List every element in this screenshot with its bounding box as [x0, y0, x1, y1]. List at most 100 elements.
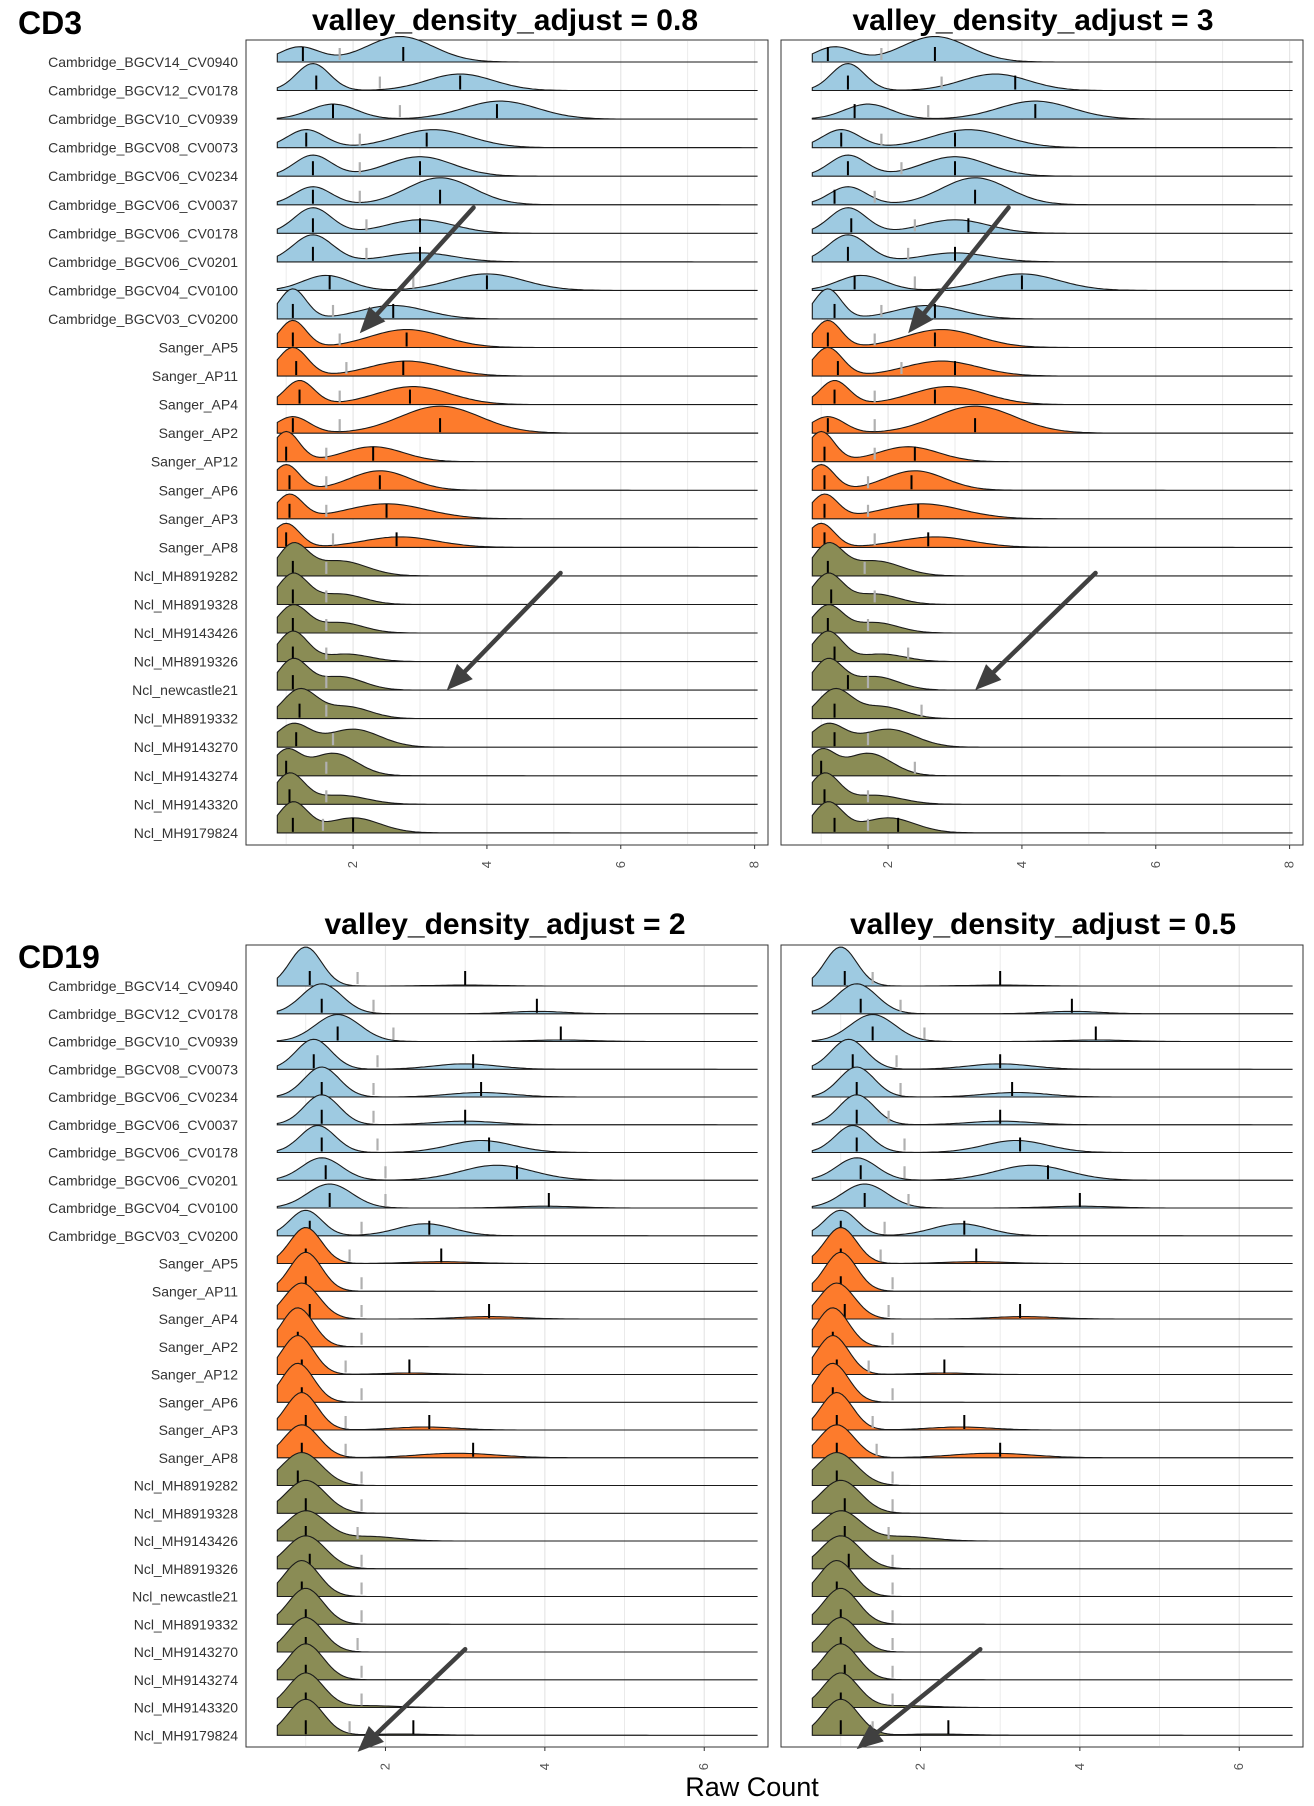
row-label: Sanger_AP5	[159, 1256, 239, 1272]
density-curve	[811, 35, 1293, 63]
ridges	[276, 35, 759, 834]
ridge-row	[811, 464, 1293, 491]
row-label: Cambridge_BGCV06_CV0234	[48, 168, 238, 184]
ridge-row	[811, 722, 1293, 748]
annotation-arrow	[908, 205, 1011, 334]
row-label: Sanger_AP2	[159, 425, 239, 441]
density-curve	[276, 1451, 758, 1487]
row-label: Cambridge_BGCV06_CV0201	[48, 254, 238, 270]
arrow-shaft	[922, 205, 1011, 316]
ridge-row	[276, 1038, 758, 1070]
ridge-row	[276, 207, 758, 234]
arrow-head	[908, 306, 933, 334]
row-label: Sanger_AP3	[159, 511, 239, 527]
ridge-row	[276, 1391, 758, 1431]
row-label: Ncl_MH9143426	[134, 1533, 238, 1549]
ridge-row	[276, 1227, 758, 1265]
figure-label-cd3: CD3	[18, 5, 82, 41]
density-curve	[811, 464, 1293, 491]
ridge-row	[811, 604, 1293, 634]
density-curve	[276, 1125, 758, 1154]
ridge-row	[276, 379, 758, 406]
annotation-arrow	[446, 570, 563, 691]
density-curve	[811, 1424, 1294, 1459]
density-curve	[276, 1424, 759, 1459]
ridge-row	[276, 35, 758, 63]
row-label: Sanger_AP12	[151, 454, 238, 470]
ridge-row	[811, 1535, 1293, 1570]
ridge-row	[811, 687, 1293, 720]
ridge-row	[811, 1334, 1293, 1376]
ridge-row	[276, 63, 758, 92]
density-curve	[276, 430, 758, 463]
density-curve	[811, 430, 1293, 463]
density-curve	[276, 1535, 758, 1570]
arrow-shaft	[874, 1646, 983, 1736]
density-curve	[811, 1698, 1293, 1736]
ridge-row	[811, 405, 1294, 434]
density-curve	[276, 464, 758, 491]
row-label: Ncl_newcastle21	[132, 682, 238, 698]
ridge-row	[811, 1282, 1293, 1320]
density-curve	[811, 1038, 1293, 1070]
density-curve	[811, 1672, 1293, 1709]
row-label: Cambridge_BGCV06_CV0178	[48, 1145, 238, 1161]
row-label: Ncl_MH8919328	[134, 596, 238, 612]
ridge-row	[811, 1013, 1293, 1043]
row-label: Cambridge_BGCV06_CV0037	[48, 1117, 238, 1133]
density-curve	[811, 493, 1293, 520]
ridge-row	[276, 493, 758, 520]
density-curve	[811, 1451, 1293, 1487]
density-curve	[811, 1094, 1293, 1126]
ridge-row	[811, 207, 1293, 234]
density-curve	[276, 1587, 758, 1625]
row-label: Cambridge_BGCV10_CV0939	[48, 1034, 238, 1050]
ridge-row	[811, 319, 1293, 349]
density-curve	[276, 1094, 758, 1126]
x-tick-label: 6	[696, 1763, 711, 1770]
ridge-row	[811, 273, 1293, 291]
density-curve	[276, 129, 758, 149]
density-curve	[811, 604, 1293, 634]
ridge-row	[811, 288, 1293, 320]
ridge-row	[811, 801, 1293, 834]
density-curve	[811, 1251, 1293, 1292]
density-curve	[811, 1510, 1293, 1542]
x-tick-label: 4	[1014, 861, 1029, 868]
density-curve	[811, 522, 1293, 548]
x-tick-label: 2	[377, 1763, 392, 1770]
row-label: Sanger_AP8	[159, 539, 239, 555]
row-label: Sanger_AP2	[159, 1339, 239, 1355]
density-curve	[276, 1559, 758, 1598]
x-tick-label: 4	[1072, 1763, 1087, 1770]
ridge-row	[276, 1094, 758, 1126]
ridge-row	[811, 772, 1293, 805]
ridge-row	[276, 541, 758, 577]
x-tick-label: 4	[479, 861, 494, 868]
density-curve	[811, 1643, 1293, 1681]
ridge-row	[276, 1282, 758, 1320]
ridge-row	[276, 946, 758, 987]
density-curve	[276, 493, 758, 520]
density-curve	[276, 379, 758, 406]
density-curve	[811, 405, 1294, 434]
row-labels: Cambridge_BGCV14_CV0940 Cambridge_BGCV12_…	[48, 54, 238, 841]
density-curve	[811, 747, 1293, 777]
density-curve	[811, 1307, 1293, 1348]
density-curve	[276, 177, 758, 206]
ridge-row	[276, 772, 758, 805]
row-label: Cambridge_BGCV04_CV0100	[48, 282, 238, 298]
density-curve	[276, 801, 758, 834]
ridge-row	[276, 273, 758, 291]
ridge-row	[811, 1066, 1293, 1098]
row-label: Ncl_MH9143426	[134, 625, 238, 641]
row-label: Ncl_MH9179824	[134, 1727, 238, 1743]
density-curve	[811, 154, 1293, 177]
arrow-head	[975, 664, 1002, 691]
density-curve	[811, 630, 1293, 663]
x-tick-label: 6	[1231, 1763, 1246, 1770]
row-label: Cambridge_BGCV03_CV0200	[48, 311, 238, 327]
ridge-row	[811, 946, 1293, 987]
annotation-arrow	[975, 570, 1098, 691]
